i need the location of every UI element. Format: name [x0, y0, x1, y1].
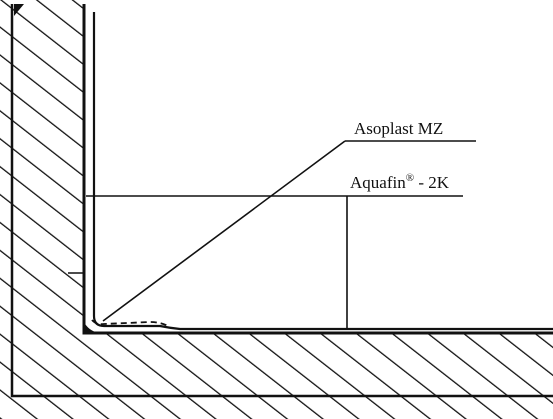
coating-inner-line	[92, 12, 553, 331]
asoplast-label: Asoplast MZ	[354, 119, 443, 138]
coating-layer	[84, 12, 553, 333]
coating-dashed-line	[91, 319, 169, 327]
cove-fillet	[84, 322, 98, 333]
top-corner-mark	[14, 4, 24, 16]
concrete-outline	[10, 4, 553, 398]
asoplast-leader	[102, 140, 476, 322]
aquafin-suffix: - 2K	[414, 173, 450, 192]
registered-mark: ®	[406, 172, 414, 184]
aquafin-label: Aquafin® - 2K	[350, 172, 450, 192]
asoplast-leader-line	[102, 140, 346, 322]
aquafin-leader	[86, 195, 463, 329]
aquafin-name: Aquafin	[350, 173, 406, 192]
